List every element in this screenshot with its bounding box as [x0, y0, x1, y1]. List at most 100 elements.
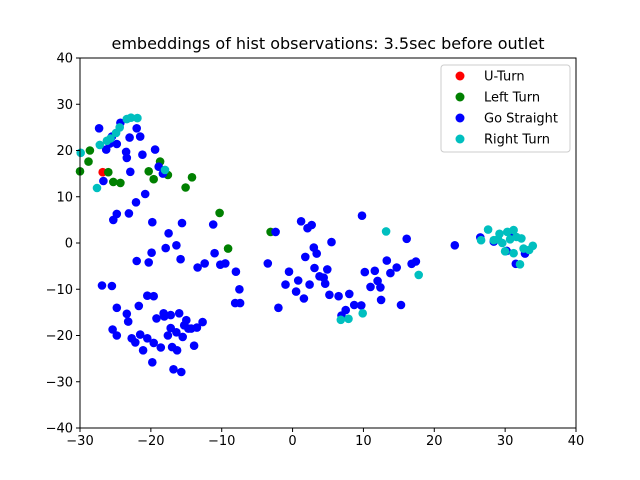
- legend-marker: [455, 113, 465, 123]
- x-tick-label: 20: [426, 434, 443, 449]
- data-point: [476, 235, 486, 245]
- data-point: [112, 139, 122, 149]
- data-point: [112, 209, 122, 219]
- legend-marker: [455, 92, 465, 102]
- data-point: [138, 150, 147, 159]
- data-point: [509, 225, 518, 235]
- data-point: [208, 220, 218, 229]
- y-tick-label: −30: [46, 375, 73, 390]
- data-point: [301, 252, 310, 262]
- x-tick-label: 0: [288, 434, 296, 449]
- data-point: [174, 309, 184, 318]
- x-tick-label: −20: [137, 434, 164, 449]
- data-point: [323, 265, 332, 274]
- data-point: [381, 227, 391, 236]
- data-point: [336, 315, 346, 325]
- data-point: [131, 338, 140, 347]
- y-tick-label: −10: [46, 283, 73, 298]
- data-point: [143, 291, 152, 301]
- data-point: [370, 266, 380, 276]
- data-point: [160, 165, 170, 175]
- data-point: [172, 328, 181, 337]
- data-point: [108, 325, 117, 334]
- data-point: [305, 280, 314, 289]
- data-point: [166, 310, 175, 320]
- data-point: [112, 331, 122, 340]
- data-point: [450, 241, 460, 250]
- data-point: [345, 289, 354, 299]
- data-point: [299, 294, 309, 303]
- legend-label: Go Straight: [484, 112, 558, 127]
- data-point: [200, 259, 209, 268]
- data-point: [177, 218, 187, 228]
- data-point: [263, 259, 273, 268]
- data-point: [124, 209, 134, 218]
- data-point: [126, 167, 135, 177]
- data-point: [274, 303, 283, 313]
- data-point: [271, 227, 280, 237]
- data-point: [178, 332, 187, 342]
- data-point: [411, 257, 421, 266]
- data-point: [366, 282, 375, 292]
- data-point: [187, 173, 197, 182]
- data-point: [334, 291, 343, 301]
- data-point: [172, 241, 181, 250]
- data-point: [149, 291, 158, 301]
- data-point: [223, 244, 233, 253]
- legend-box: [440, 64, 571, 153]
- data-point: [386, 268, 395, 278]
- data-point: [144, 167, 153, 176]
- data-point: [291, 287, 301, 296]
- data-point: [95, 140, 105, 150]
- data-point: [135, 330, 145, 339]
- data-point: [309, 243, 319, 252]
- x-tick-label: 40: [568, 434, 585, 449]
- data-point: [517, 234, 526, 243]
- data-point: [116, 178, 125, 188]
- data-point: [132, 124, 141, 133]
- series-3: [76, 113, 538, 325]
- data-point: [147, 248, 156, 257]
- data-point: [94, 124, 104, 133]
- data-point: [104, 167, 113, 177]
- data-point: [210, 248, 219, 258]
- data-point: [122, 309, 132, 319]
- data-point: [293, 276, 303, 285]
- data-point: [112, 303, 122, 313]
- data-point: [133, 113, 142, 123]
- data-point: [97, 281, 107, 290]
- series-2: [94, 118, 530, 377]
- x-tick-label: 10: [355, 434, 372, 449]
- x-axis-ticks: −30 −20 −10 0 10 20 30 40: [66, 428, 584, 449]
- data-point: [509, 248, 518, 258]
- data-point: [156, 343, 166, 352]
- data-point: [373, 276, 382, 286]
- legend-marker: [455, 71, 465, 81]
- data-point: [161, 243, 170, 253]
- data-point: [148, 358, 157, 367]
- legend-marker: [455, 134, 465, 144]
- data-point: [169, 365, 178, 374]
- data-point: [84, 157, 93, 166]
- chart-title: embeddings of hist observations: 3.5sec …: [112, 34, 545, 53]
- legend-label: Left Turn: [484, 91, 540, 106]
- data-point: [135, 132, 145, 141]
- legend: U-Turn Left Turn Go Straight Right Turn: [440, 64, 571, 153]
- data-point: [99, 176, 108, 186]
- data-point: [376, 295, 386, 305]
- data-point: [76, 148, 85, 158]
- data-point: [483, 225, 493, 234]
- data-point: [235, 285, 244, 294]
- data-point: [414, 270, 424, 280]
- data-point: [144, 258, 153, 267]
- data-point: [193, 263, 202, 272]
- data-point: [109, 177, 118, 187]
- data-point: [149, 338, 158, 348]
- data-point: [235, 298, 245, 308]
- legend-label: Right Turn: [484, 133, 550, 148]
- data-point: [181, 183, 190, 192]
- data-point: [122, 153, 132, 163]
- data-point: [307, 220, 317, 230]
- data-point: [528, 241, 538, 251]
- data-point: [392, 263, 402, 272]
